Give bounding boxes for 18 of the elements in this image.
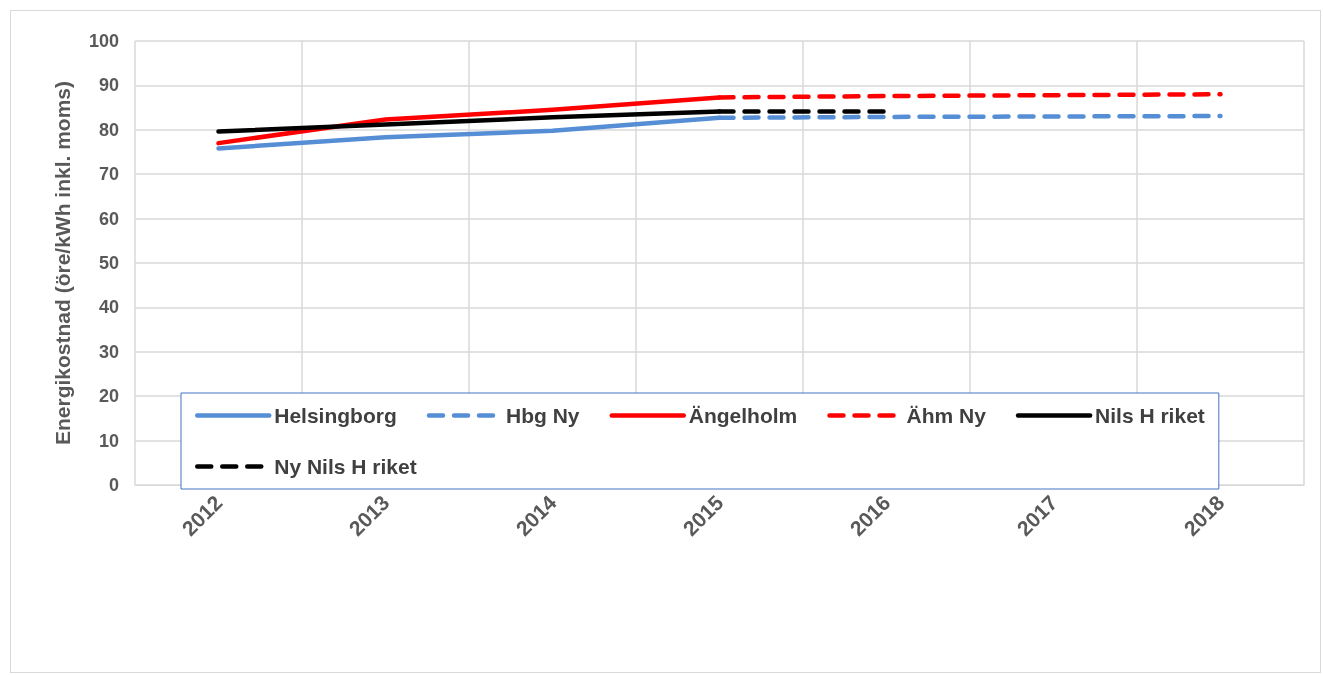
legend-label: Ähm Ny (906, 404, 987, 427)
y-tick-label: 50 (98, 253, 119, 273)
legend-label: Hbg Ny (506, 404, 580, 427)
y-tick-label: 80 (98, 119, 119, 140)
y-tick-label: 10 (98, 430, 119, 451)
y-tick-label: 100 (88, 31, 119, 51)
legend-label: Ängelholm (688, 404, 798, 427)
y-tick-label: 30 (98, 341, 119, 362)
y-tick-label: 40 (98, 297, 119, 318)
y-tick-label: 90 (98, 75, 119, 96)
legend-label: Nils H riket (1095, 404, 1205, 427)
y-tick-label: 0 (108, 475, 119, 495)
y-tick-label: 20 (98, 386, 119, 407)
y-tick-label: 70 (98, 164, 119, 185)
y-tick-label: 60 (98, 208, 119, 229)
legend-label: Helsingborg (274, 404, 397, 427)
legend-label: Ny Nils H riket (274, 455, 417, 478)
y-axis-title: Energikostnad (öre/kWh inkl. moms) (51, 80, 74, 446)
